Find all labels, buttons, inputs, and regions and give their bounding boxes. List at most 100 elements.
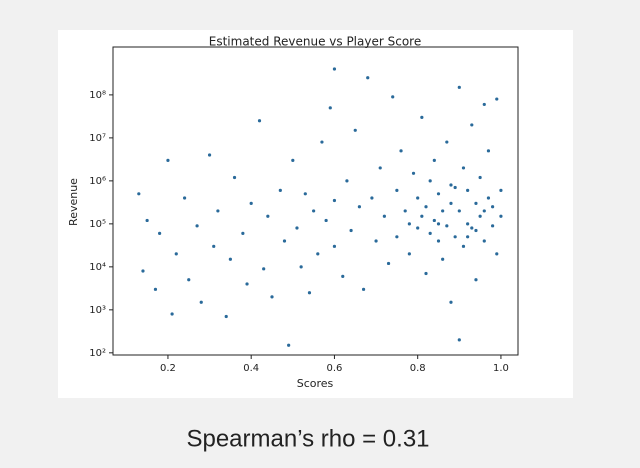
point [486, 149, 491, 153]
point [353, 128, 357, 132]
point [241, 231, 245, 235]
point [436, 222, 441, 226]
point [395, 235, 399, 239]
y-tick-label: 10⁷ [89, 133, 106, 144]
point [445, 140, 449, 144]
point [361, 287, 366, 291]
point [436, 239, 441, 243]
y-tick-label: 10⁵ [89, 219, 106, 230]
point [386, 261, 391, 266]
point [449, 300, 453, 304]
point [332, 244, 337, 248]
point [428, 179, 432, 183]
point [195, 224, 199, 228]
point [453, 235, 457, 239]
x-tick-label: 0.2 [160, 363, 176, 374]
point [199, 300, 203, 304]
y-tick-label: 10⁶ [89, 176, 106, 187]
point [407, 252, 411, 256]
point [470, 226, 474, 230]
point [424, 271, 428, 276]
x-tick-label: 0.8 [410, 363, 426, 374]
point [228, 257, 232, 261]
point [495, 97, 499, 101]
point [461, 244, 466, 248]
point [328, 106, 332, 110]
plot-frame [112, 46, 519, 356]
point [216, 209, 220, 213]
point [420, 115, 424, 119]
point [416, 196, 420, 200]
y-tick-label: 10⁸ [89, 90, 106, 101]
point [249, 201, 253, 205]
point [416, 226, 420, 230]
point [457, 209, 461, 213]
point [282, 239, 287, 243]
point [482, 239, 486, 243]
point [445, 224, 449, 228]
point [420, 214, 424, 218]
point [349, 228, 353, 233]
point [187, 278, 191, 282]
point [266, 214, 270, 218]
point [232, 175, 237, 180]
point [257, 119, 262, 123]
point [407, 222, 411, 226]
point [441, 257, 445, 261]
point [441, 209, 445, 213]
point [411, 171, 416, 175]
point [320, 140, 324, 144]
point [391, 95, 395, 99]
point [482, 102, 486, 107]
point [166, 158, 170, 162]
point [495, 252, 499, 256]
point [474, 228, 478, 233]
point [424, 205, 428, 209]
point [374, 239, 378, 243]
point [491, 205, 495, 209]
point [341, 274, 345, 278]
point [278, 188, 282, 193]
point [224, 314, 228, 319]
point [395, 188, 399, 193]
x-tick-label: 1.0 [493, 363, 509, 374]
point [499, 188, 503, 193]
x-axis-label: Scores [297, 377, 334, 390]
point [345, 179, 349, 183]
point [432, 158, 436, 162]
point [212, 244, 216, 248]
point [466, 235, 470, 239]
point [449, 201, 453, 205]
point [303, 192, 307, 196]
y-tick-label: 10⁴ [89, 262, 106, 273]
point [457, 338, 461, 342]
y-axis-label: Revenue [67, 178, 80, 226]
figure-background [58, 30, 573, 398]
point [466, 222, 470, 226]
point [470, 123, 474, 127]
point [466, 188, 470, 193]
point [370, 196, 374, 200]
point [449, 183, 453, 187]
point [207, 153, 212, 157]
point [474, 201, 478, 205]
point [332, 198, 337, 203]
point [182, 196, 187, 200]
point [137, 192, 141, 196]
point [295, 226, 299, 230]
point [453, 185, 457, 190]
point [158, 231, 162, 235]
point [170, 312, 174, 316]
point [357, 205, 362, 209]
point [432, 218, 436, 223]
point [428, 231, 432, 235]
point [262, 267, 266, 271]
point [299, 265, 303, 269]
point [141, 269, 145, 273]
point [332, 67, 337, 71]
point [399, 149, 403, 153]
point [145, 218, 149, 223]
y-tick-label: 10² [89, 348, 106, 359]
